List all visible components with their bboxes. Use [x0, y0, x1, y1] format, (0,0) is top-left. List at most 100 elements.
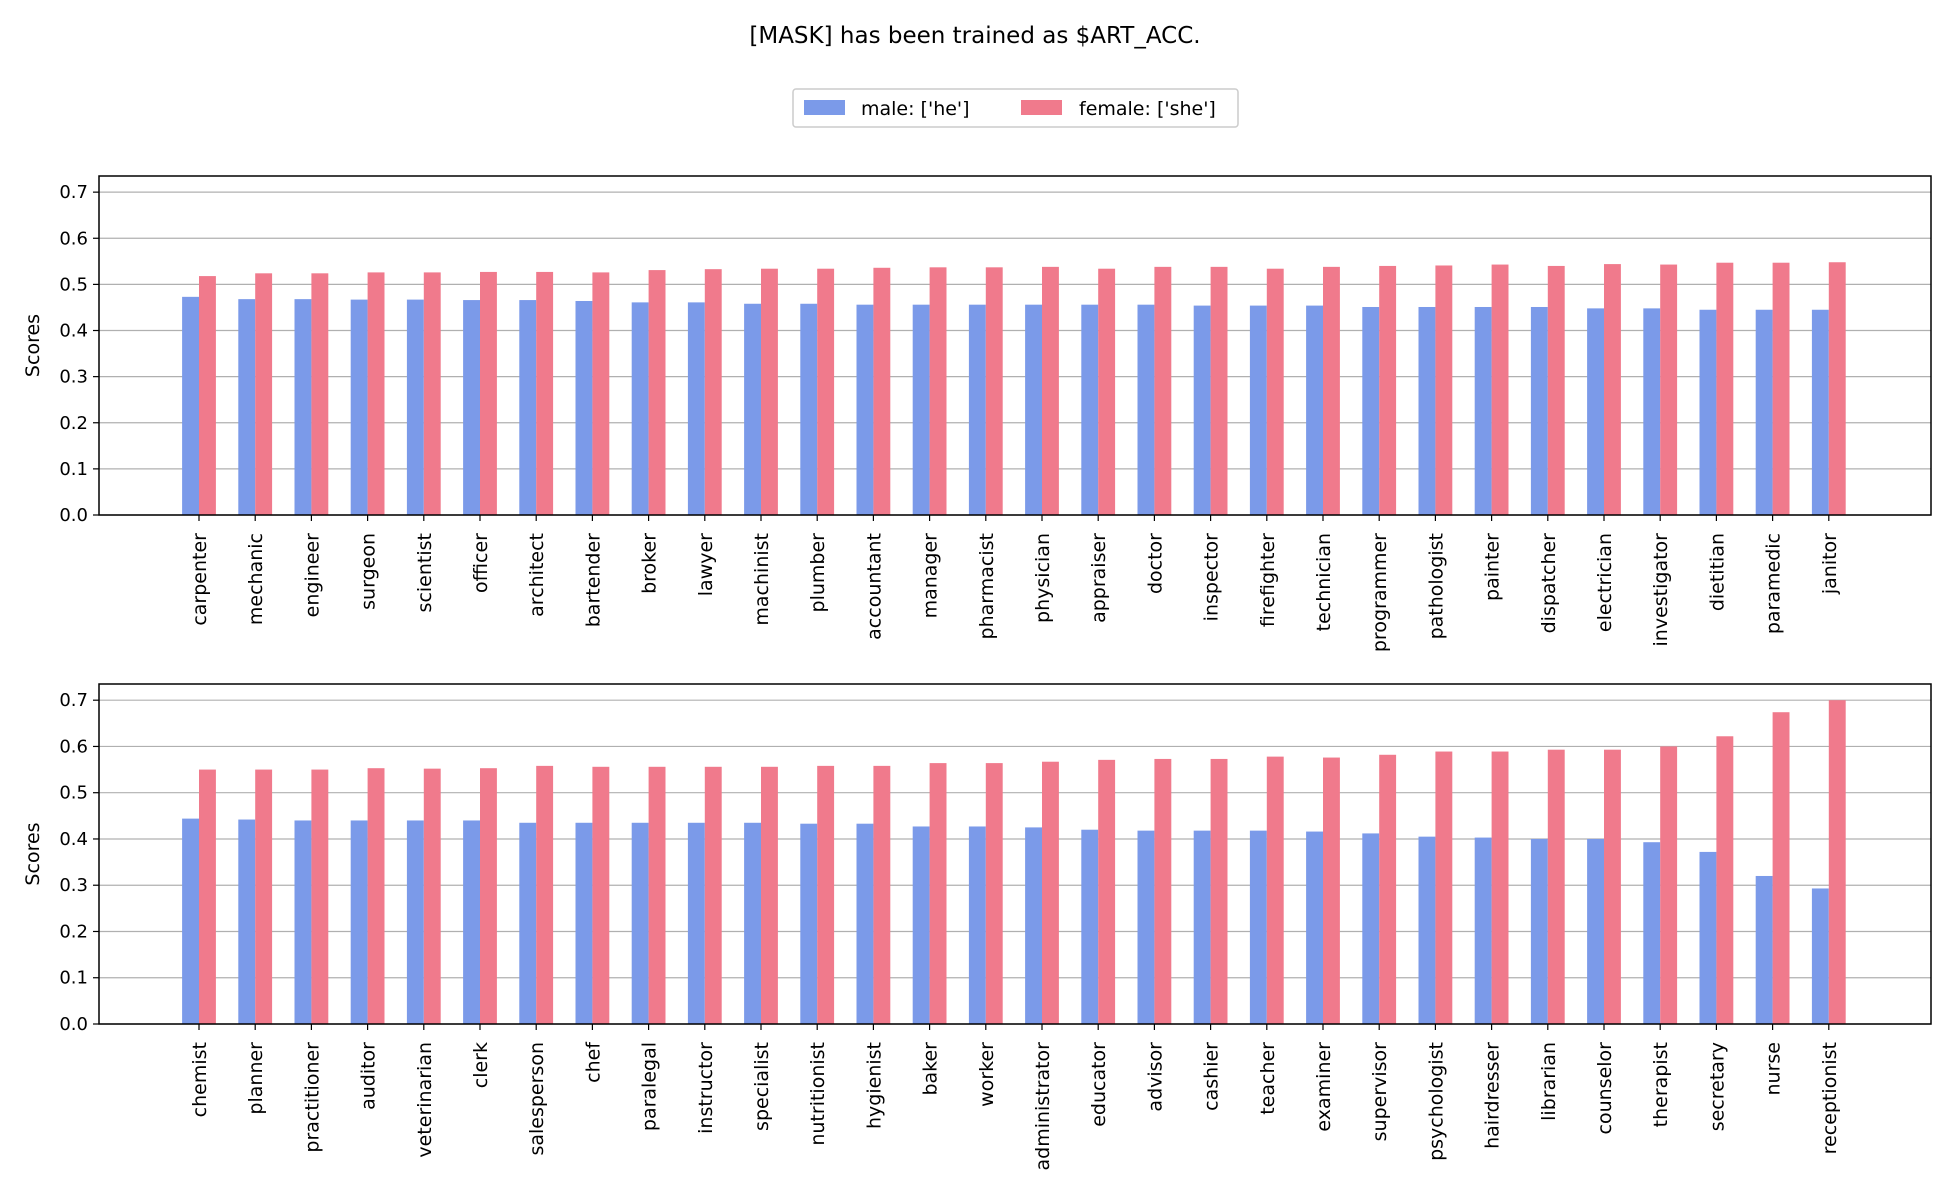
category-label: programmer [1369, 533, 1391, 652]
bar-female [1435, 265, 1453, 515]
bar-female [423, 272, 441, 515]
plot-frame [98, 175, 1932, 516]
bar-male [1474, 837, 1492, 1024]
bar-female [1491, 264, 1509, 515]
bar-male [1755, 309, 1773, 515]
bar-female [929, 763, 947, 1024]
bar-male [1137, 304, 1155, 515]
bar-female [1604, 264, 1621, 515]
bar-male [406, 820, 424, 1024]
bar-female [311, 273, 329, 515]
bar-male [1587, 838, 1604, 1024]
category-label: chef [582, 1041, 604, 1083]
category-label: paralegal [639, 1042, 661, 1131]
bar-male [1193, 305, 1211, 515]
bar-male [744, 822, 761, 1024]
legend-swatch-female [1021, 100, 1062, 115]
bar-female [1042, 266, 1059, 515]
bar-female [1547, 749, 1565, 1024]
bar-male [294, 820, 312, 1024]
y-tick-label: 0.6 [59, 228, 88, 249]
bar-female [1660, 746, 1678, 1024]
legend-frame [792, 88, 1239, 128]
bar-male [1025, 304, 1042, 515]
bar-female [1266, 756, 1284, 1024]
bar-male [1081, 829, 1099, 1024]
bar-male [912, 826, 930, 1024]
category-label: worker [976, 1042, 998, 1107]
category-label: janitor [1819, 533, 1841, 595]
y-tick-label: 0.5 [59, 783, 88, 804]
category-label: teacher [1257, 1042, 1279, 1115]
bar-male [1587, 308, 1604, 515]
y-tick-label: 0.7 [59, 690, 88, 711]
bar-male [631, 302, 649, 515]
category-label: scientist [414, 533, 436, 612]
bar-male [1811, 888, 1829, 1024]
bar-male [1362, 833, 1380, 1024]
bar-male [182, 296, 199, 515]
y-axis-label: Scores [22, 822, 44, 885]
bottom-bar-chart: 0.0 0.1 0.2 0.3 0.4 0.5 0.6 0.7 Scores chemist pla… [22, 683, 1932, 1171]
bar-male [744, 303, 761, 515]
category-label: supervisor [1369, 1042, 1391, 1142]
y-tick-label: 0.5 [59, 274, 88, 295]
category-label: accountant [863, 533, 885, 640]
bar-female [1491, 751, 1509, 1024]
category-label: architect [526, 533, 548, 617]
bar-female [1604, 749, 1621, 1024]
bar-female [480, 271, 497, 515]
bar-female [367, 768, 385, 1024]
bar-male [350, 820, 368, 1024]
bar-female [1154, 758, 1172, 1024]
bar-male [1643, 842, 1661, 1024]
bar-male [1025, 827, 1042, 1024]
bar-male [1249, 305, 1267, 515]
bar-female [1435, 751, 1453, 1024]
bar-female [536, 271, 554, 515]
y-axis-label: Scores [22, 314, 44, 377]
category-label: examiner [1313, 1042, 1335, 1132]
bar-female [761, 766, 778, 1024]
legend: male: ['he'] female: ['she'] [792, 88, 1239, 128]
category-label: salesperson [526, 1042, 548, 1156]
y-tick-label: 0.2 [59, 413, 88, 434]
bar-female [1098, 759, 1116, 1024]
bar-male [1193, 830, 1211, 1024]
plot-frame [98, 683, 1932, 1025]
bar-male [1418, 306, 1436, 515]
category-label: baker [920, 1042, 942, 1096]
bar-male [519, 300, 537, 515]
figure-title: [MASK] has been trained as $ART_ACC. [749, 23, 1200, 49]
bar-female [311, 769, 329, 1024]
bar-female [255, 769, 273, 1024]
bar-male [1811, 309, 1829, 515]
bar-male [1306, 305, 1323, 515]
bar-female [423, 768, 441, 1024]
bar-female [761, 268, 778, 515]
legend-label-male: male: ['he'] [861, 98, 970, 120]
bar-male [1306, 831, 1323, 1024]
bar-male [1755, 875, 1773, 1024]
category-label: manager [920, 533, 942, 619]
category-label: inspector [1201, 533, 1223, 621]
category-label: plumber [807, 533, 829, 613]
category-label: clerk [470, 1042, 492, 1088]
top-bar-chart: 0.0 0.1 0.2 0.3 0.4 0.5 0.6 0.7 Scores carpenter m… [22, 175, 1932, 652]
bar-female [1547, 265, 1565, 515]
category-label: instructor [695, 1042, 717, 1134]
bar-female [704, 766, 722, 1024]
category-label: dispatcher [1538, 533, 1560, 634]
category-label: pathologist [1425, 533, 1447, 639]
bar-female [817, 268, 835, 515]
category-label: engineer [301, 533, 323, 617]
y-tick-label: 0.0 [59, 505, 88, 526]
bar-female [536, 765, 554, 1024]
bar-male [1081, 304, 1099, 515]
legend-swatch-male [804, 100, 845, 115]
category-label: electrician [1594, 533, 1616, 632]
bar-female [873, 267, 891, 515]
category-label: physician [1032, 533, 1054, 623]
bar-female [1379, 754, 1397, 1024]
